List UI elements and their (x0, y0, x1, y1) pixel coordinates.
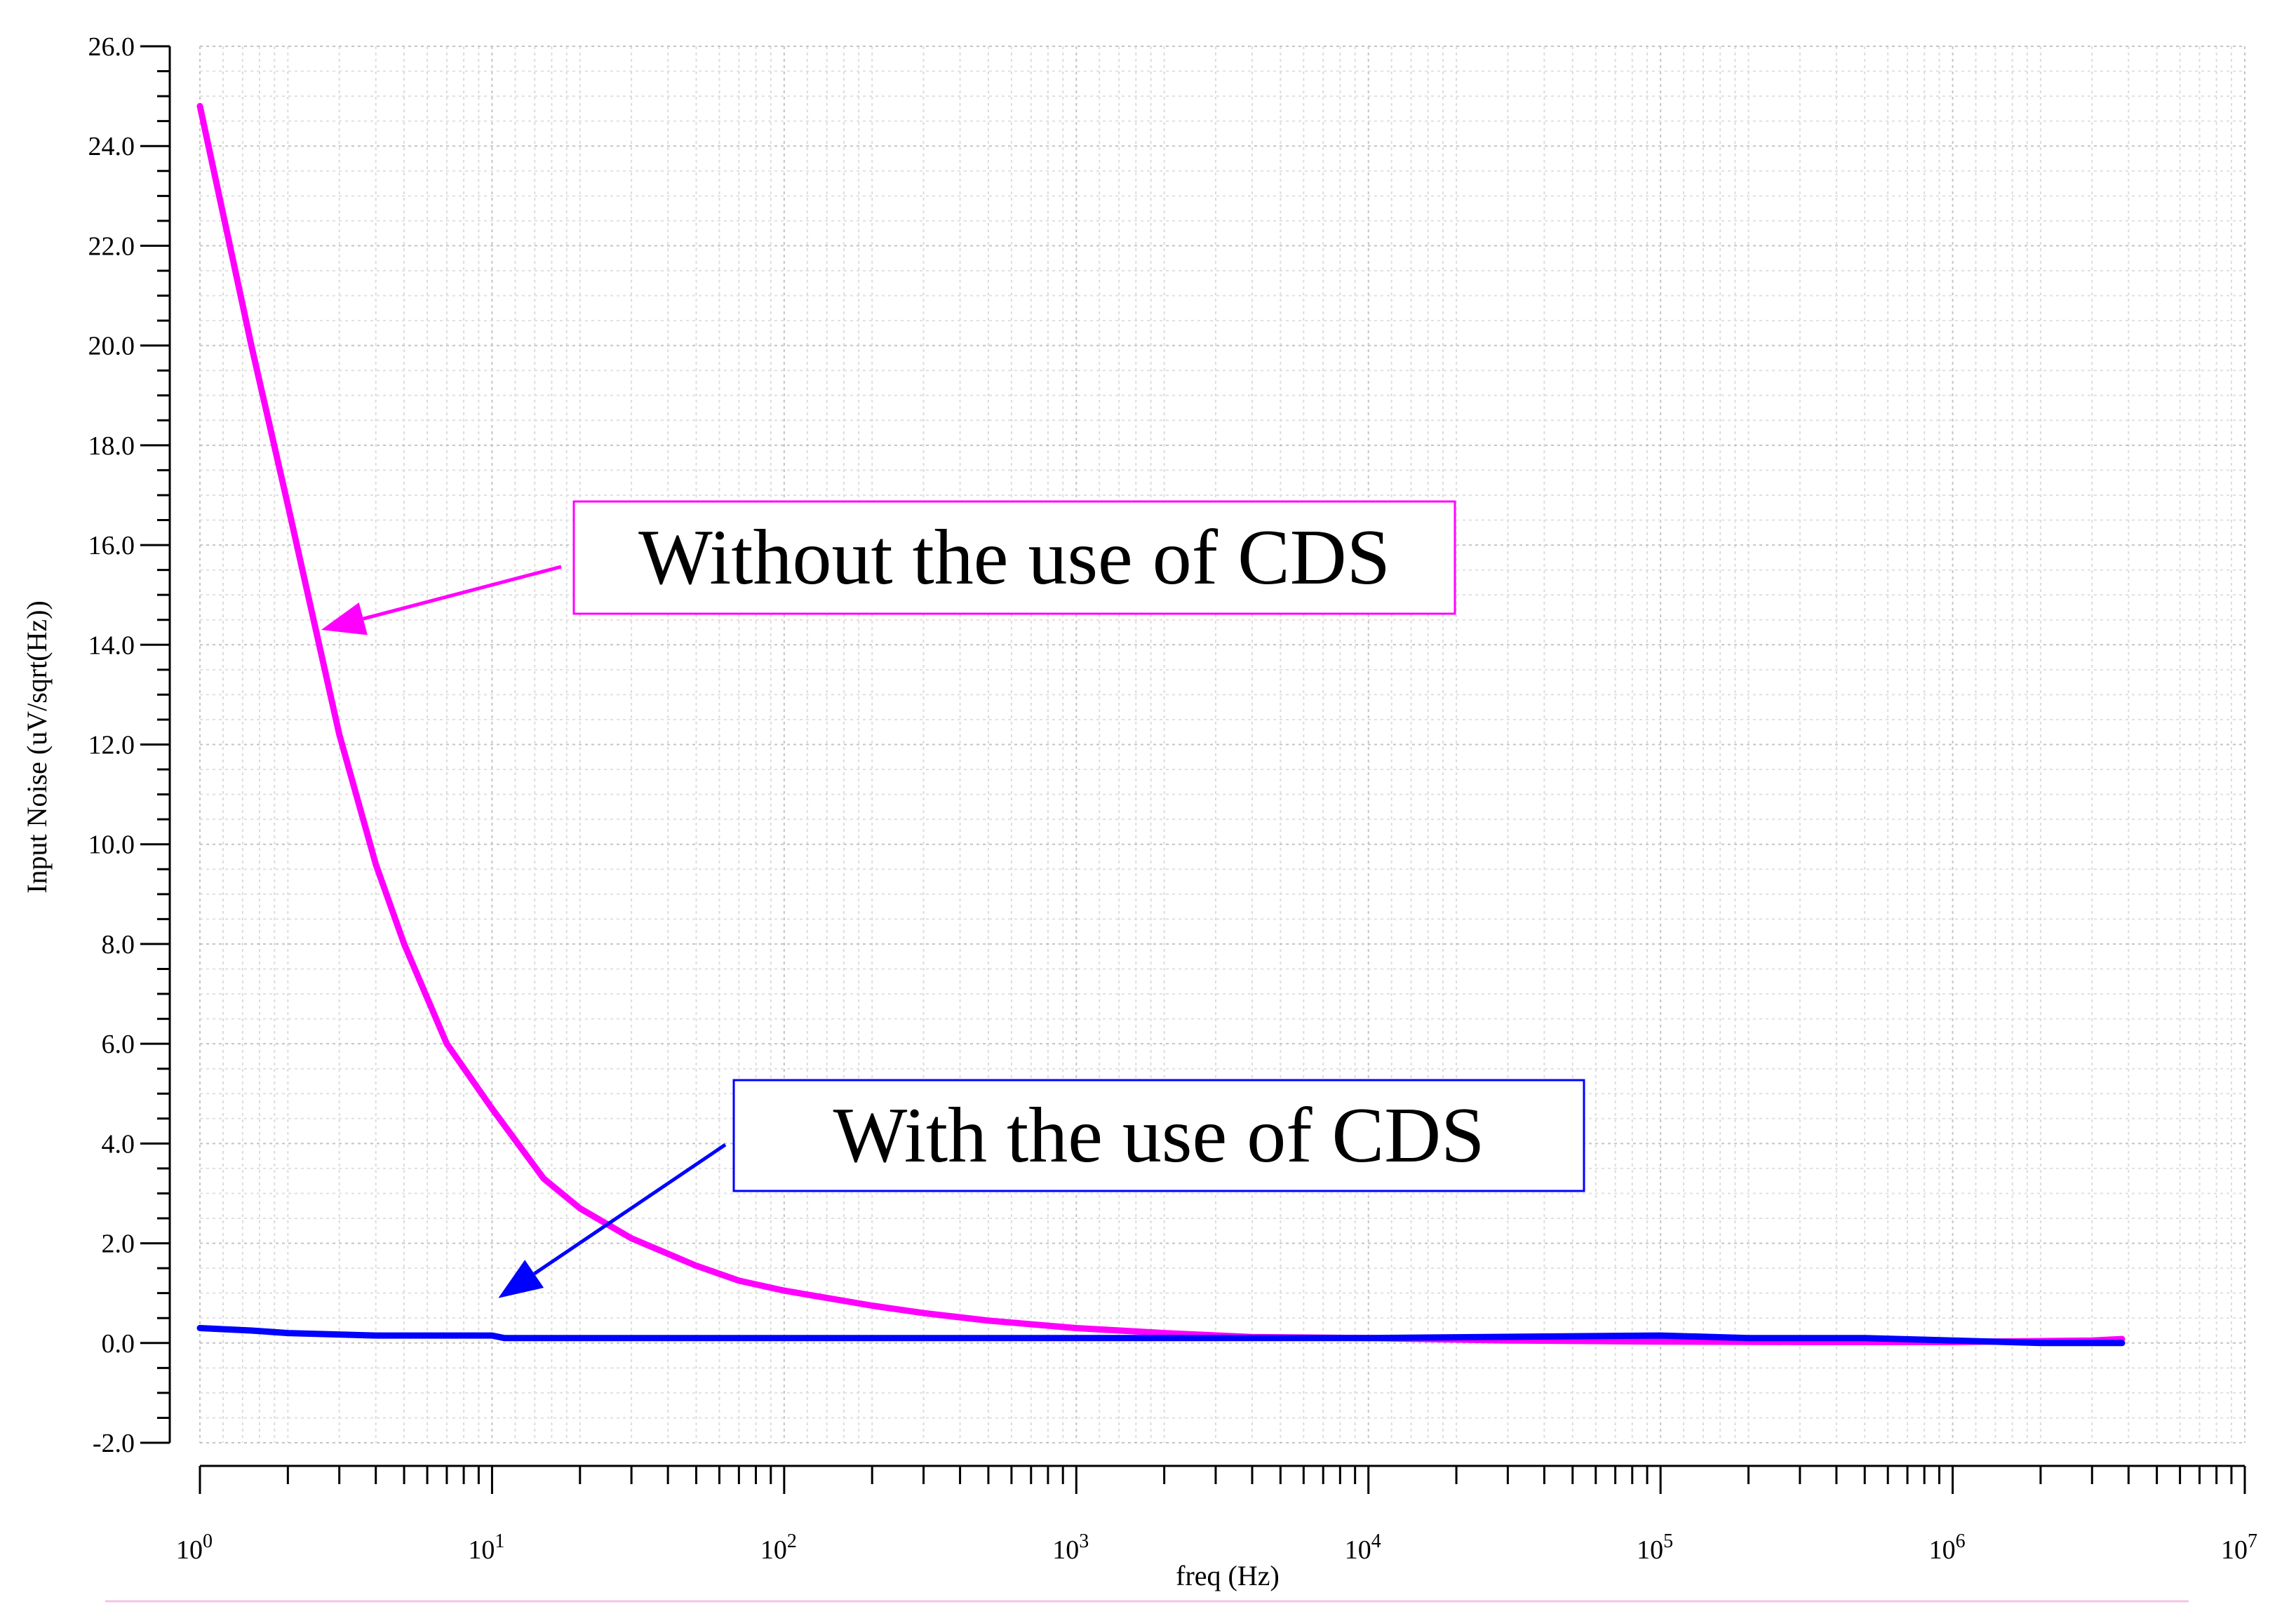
series-line-with-cds (196, 1325, 2126, 1347)
annotation-arrow-shaft (363, 565, 562, 621)
y-tick-label: 22.0 (88, 231, 135, 261)
grid-layer (199, 46, 2245, 1443)
annotation-label: With the use of CDS (833, 1092, 1485, 1179)
series-layer (196, 102, 2126, 1347)
annotation-box (572, 500, 1456, 615)
annotation-arrow-head (498, 1260, 544, 1298)
annotation-layer: Without the use of CDS With the use of CD… (321, 500, 1585, 1298)
y-tick-label: 0.0 (102, 1329, 135, 1359)
y-tick-label: 18.0 (88, 431, 135, 461)
y-tick-label: 12.0 (88, 731, 135, 760)
y-tick-label: 16.0 (88, 531, 135, 560)
y-tick-label: 26.0 (88, 32, 135, 62)
x-tick-label: 101 (468, 1530, 504, 1565)
x-tick-label: 100 (176, 1530, 213, 1565)
annotation-arrow-shaft (533, 1143, 727, 1276)
annotation-arrow-head (321, 602, 368, 635)
x-tick-label: 105 (1637, 1530, 1673, 1565)
annotation-label: Without the use of CDS (638, 514, 1390, 601)
x-tick-label: 107 (2221, 1530, 2257, 1565)
x-tick-label: 104 (1345, 1530, 1381, 1565)
y-tick-label: 14.0 (88, 631, 135, 660)
axes-layer (105, 45, 2246, 1603)
y-tick-label: 8.0 (102, 930, 135, 959)
y-tick-label: 20.0 (88, 332, 135, 361)
labels-layer: -2.0 0.0 2.0 4.0 6.0 8.0 10.0 12.0 14.0 16.0 18.0 2… (21, 32, 2257, 1591)
annotation-box (732, 1079, 1585, 1192)
y-tick-label: -2.0 (93, 1429, 135, 1458)
series-line-without-cds (196, 102, 2126, 1345)
y-tick-label: 24.0 (88, 132, 135, 161)
y-tick-label: 10.0 (88, 830, 135, 860)
y-tick-label: 4.0 (102, 1129, 135, 1159)
x-tick-label: 103 (1052, 1530, 1089, 1565)
annotation-without-cds: Without the use of CDS (321, 500, 1456, 635)
x-tick-label: 106 (1929, 1530, 1966, 1565)
y-tick-label: 6.0 (102, 1030, 135, 1059)
annotation-with-cds: With the use of CDS (498, 1079, 1585, 1298)
x-tick-label: 102 (760, 1530, 797, 1565)
x-axis-title: freq (Hz) (1176, 1560, 1280, 1591)
y-axis-title: Input Noise (uV/sqrt(Hz)) (21, 600, 53, 894)
y-tick-label: 2.0 (102, 1230, 135, 1259)
